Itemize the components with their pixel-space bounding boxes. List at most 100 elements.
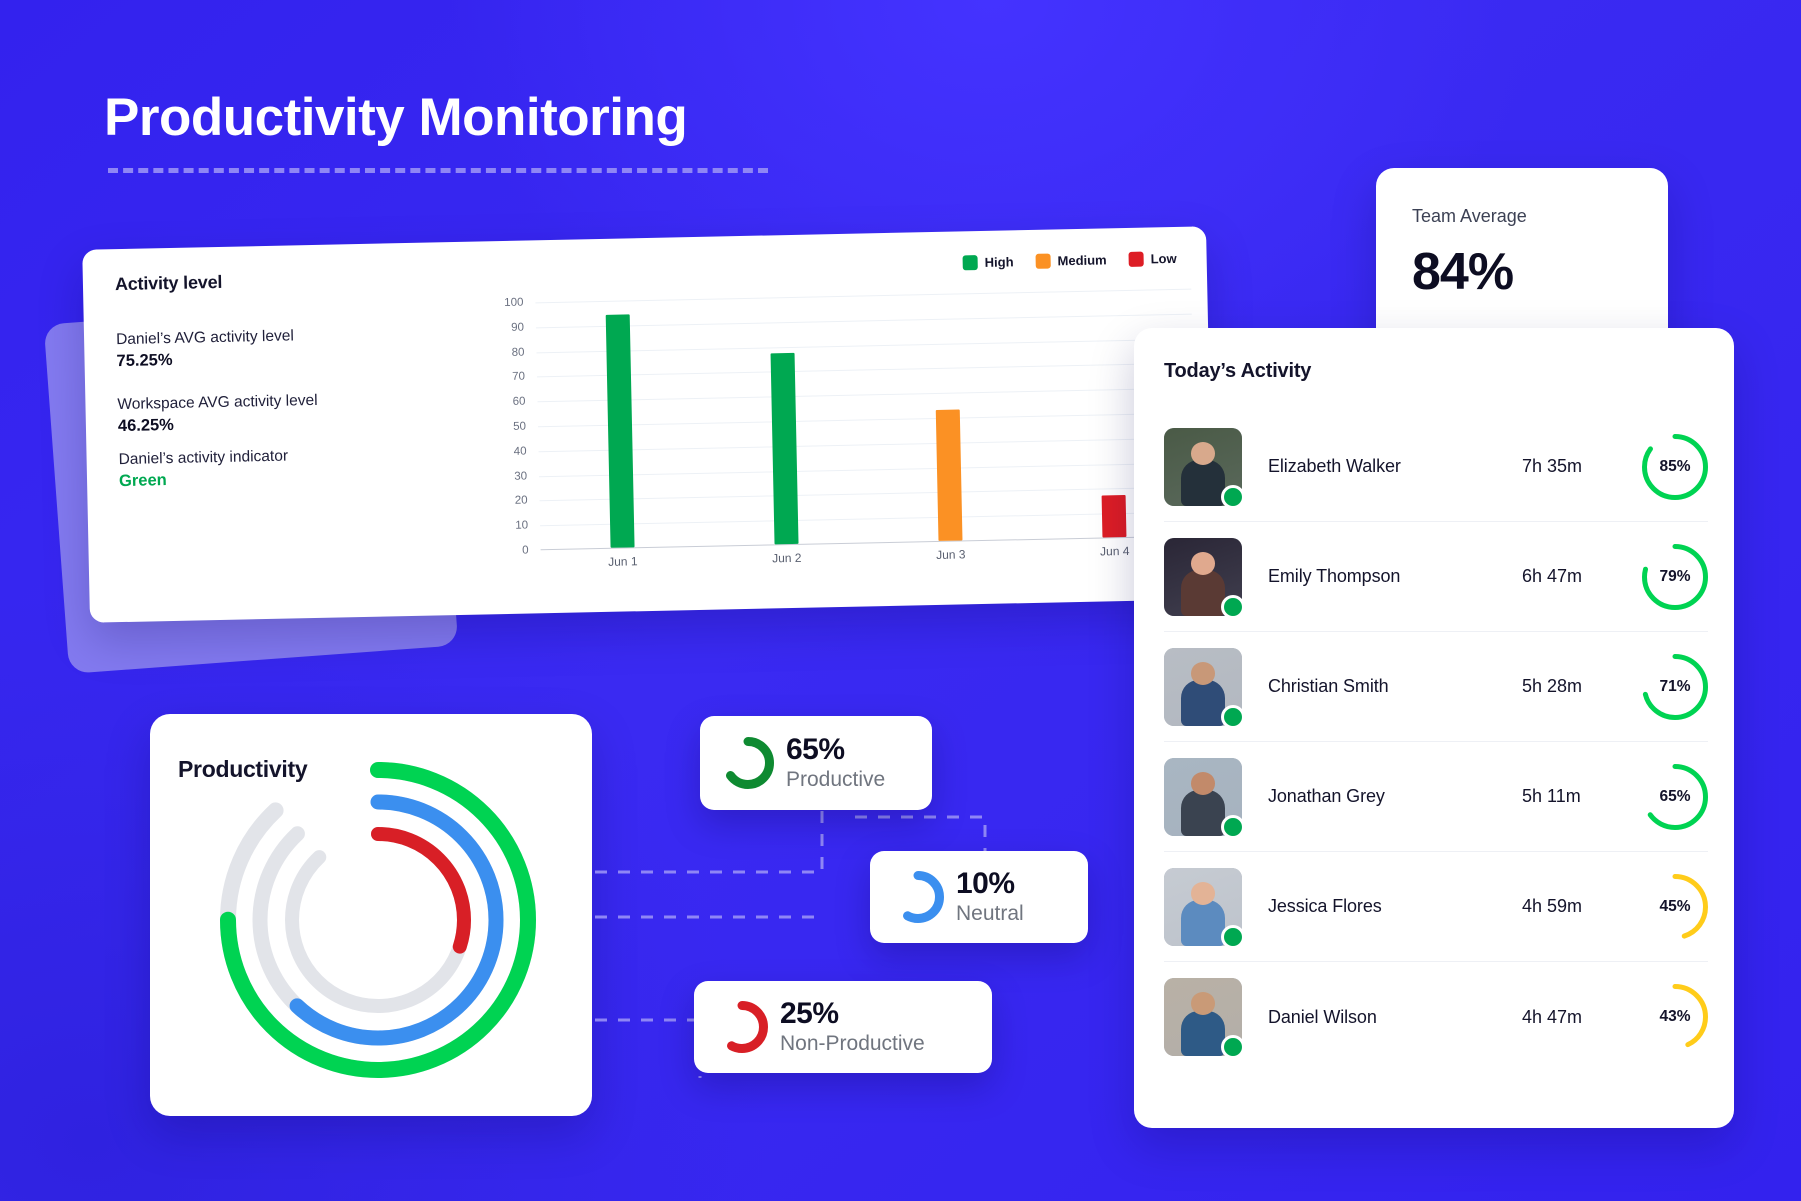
avatar-wrapper (1164, 537, 1245, 619)
chart-y-tick: 50 (513, 420, 527, 433)
chart-bar-column[interactable] (535, 299, 704, 549)
stat-value: 75.25% (116, 350, 173, 371)
stat-daniel-avg: Daniel’s AVG activity level 75.25% (116, 327, 295, 371)
team-average-value: 84% (1412, 243, 1514, 301)
legend-item-medium[interactable]: Medium (1035, 252, 1107, 269)
status-online-icon (1221, 1035, 1245, 1059)
status-online-icon (1221, 704, 1245, 729)
stat-workspace-avg: Workspace AVG activity level 46.25% (117, 392, 318, 436)
stat-label: Daniel’s AVG activity level (115, 327, 295, 349)
activity-row-time: 4h 59m (1522, 896, 1583, 916)
chart-y-tick: 30 (514, 470, 528, 483)
avatar-wrapper (1164, 978, 1245, 1059)
avatar-head (1190, 771, 1216, 795)
activity-row-time: 5h 28m (1522, 676, 1583, 696)
activity-row-progress-ring: 79% (1642, 543, 1708, 610)
avatar-head (1190, 551, 1216, 575)
callout-non-productive: 25% Non-Productive (694, 981, 992, 1073)
activity-row[interactable]: Emily Thompson 6h 47m 79% (1164, 522, 1708, 632)
todays-activity-card: Today’s Activity Elizabeth Walker 7h 35m 8… (1134, 328, 1734, 1128)
avatar-wrapper (1164, 427, 1245, 509)
chart-bar[interactable] (770, 352, 799, 545)
activity-row-percent: 71% (1659, 677, 1691, 695)
callout-percent: 10% (956, 867, 1015, 901)
activity-row[interactable]: Jonathan Grey 5h 11m 65% (1164, 742, 1708, 852)
chart-bar-column[interactable] (863, 292, 1032, 542)
callout-productive: 65% Productive (700, 716, 932, 810)
avatar-wrapper (1164, 757, 1245, 839)
chart-y-tick: 70 (512, 370, 526, 384)
activity-row-progress-ring: 85% (1642, 433, 1708, 500)
legend-label: Low (1150, 250, 1177, 267)
activity-row-progress-ring: 45% (1642, 873, 1708, 940)
avatar-body (1181, 680, 1225, 726)
legend-swatch-icon (1035, 253, 1051, 269)
stat-label: Daniel’s activity indicator (118, 447, 289, 469)
legend-item-low[interactable]: Low (1128, 250, 1177, 267)
productivity-card: Productivity (150, 714, 592, 1116)
activity-bar-chart: 0 10 20 30 40 50 60 70 80 90 100 Jun 1 Jun 2 Jun 3 Ju… (491, 288, 1197, 589)
avatar-wrapper (1164, 647, 1245, 729)
productivity-ring-neutral[interactable] (252, 794, 504, 1046)
activity-row-percent: 45% (1659, 897, 1691, 915)
chart-y-tick: 20 (514, 494, 528, 508)
avatar-head (1190, 992, 1216, 1016)
avatar-body (1181, 1010, 1225, 1056)
avatar-head (1190, 441, 1216, 465)
stat-value: Green (118, 471, 167, 491)
callout-percent: 65% (786, 733, 845, 767)
activity-row-time: 4h 47m (1522, 1006, 1583, 1027)
stat-value: 46.25% (117, 415, 175, 436)
chart-y-tick: 40 (513, 445, 527, 458)
legend-item-high[interactable]: High (962, 254, 1014, 271)
activity-row[interactable]: Jessica Flores 4h 59m 45% (1164, 852, 1708, 962)
activity-row[interactable]: Daniel Wilson 4h 47m 43% (1164, 962, 1708, 1072)
team-average-label: Team Average (1412, 206, 1527, 226)
callout-caption: Non-Productive (780, 1031, 925, 1055)
productivity-rings-chart (208, 750, 548, 1090)
activity-level-title: Activity level (114, 271, 223, 295)
callout-caption: Neutral (956, 901, 1024, 925)
activity-row-time: 7h 35m (1522, 456, 1583, 476)
legend-label: High (984, 254, 1014, 270)
activity-row-progress-ring: 65% (1642, 763, 1708, 830)
non-productive-ring-icon (716, 1001, 768, 1053)
activity-row[interactable]: Christian Smith 5h 28m 71% (1164, 632, 1708, 742)
avatar-wrapper (1164, 867, 1245, 949)
legend-swatch-icon (1128, 251, 1144, 267)
activity-row-percent: 43% (1659, 1008, 1691, 1025)
chart-x-tick: Jun 3 (935, 547, 966, 562)
chart-x-tick: Jun 2 (771, 550, 802, 566)
avatar-body (1181, 570, 1225, 616)
productivity-ring-productive[interactable] (220, 762, 536, 1078)
activity-row-percent: 79% (1659, 567, 1691, 585)
productivity-title: Productivity (178, 756, 308, 782)
status-online-icon (1221, 924, 1245, 949)
activity-row-name: Emily Thompson (1268, 566, 1401, 586)
productivity-ring-non-productive[interactable] (285, 827, 471, 1013)
avatar-body (1181, 900, 1225, 946)
stat-label: Workspace AVG activity level (117, 391, 318, 414)
chart-bar[interactable] (605, 314, 635, 548)
avatar-head (1190, 661, 1216, 685)
chart-y-tick: 80 (511, 346, 525, 359)
chart-bar[interactable] (1101, 494, 1127, 538)
activity-row-name: Christian Smith (1268, 676, 1389, 696)
chart-y-tick: 60 (512, 395, 526, 409)
activity-row-time: 6h 47m (1522, 566, 1583, 586)
chart-y-tick: 0 (522, 544, 529, 557)
callout-caption: Productive (786, 767, 886, 791)
activity-row-percent: 65% (1659, 787, 1691, 805)
status-online-icon (1221, 594, 1245, 619)
chart-bar[interactable] (935, 409, 963, 541)
chart-bar-column[interactable] (699, 295, 868, 545)
chart-plot-area (535, 288, 1197, 551)
activity-row[interactable]: Elizabeth Walker 7h 35m 85% (1164, 412, 1708, 522)
activity-row-name: Daniel Wilson (1268, 1006, 1377, 1027)
chart-y-axis: 0 10 20 30 40 50 60 70 80 90 100 (491, 297, 532, 557)
legend-swatch-icon (962, 255, 978, 271)
callout-percent: 25% (780, 997, 839, 1031)
avatar-head (1190, 881, 1216, 905)
chart-legend: High Medium Low (962, 250, 1177, 271)
stat-activity-indicator: Daniel’s activity indicator Green (118, 448, 288, 492)
